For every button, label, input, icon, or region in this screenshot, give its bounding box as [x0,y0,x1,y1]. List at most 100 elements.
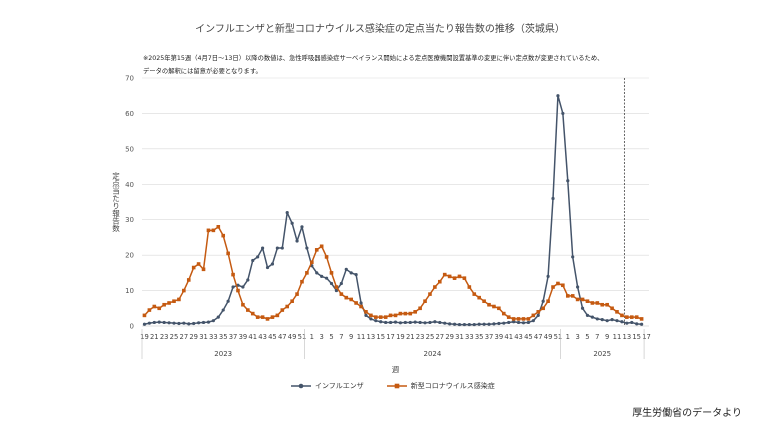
data-point-covid [152,304,157,309]
data-point-covid [186,278,191,282]
y-tick-label: 70 [125,75,134,83]
x-tick-label: 9 [605,333,609,341]
data-point-influenza [605,319,609,323]
x-tick-label: 41 [248,333,257,341]
data-point-influenza [167,321,171,325]
x-tick-label: 51 [554,333,563,341]
data-point-covid [590,301,595,305]
data-point-influenza [443,321,447,325]
x-tick-label: 25 [170,333,179,341]
data-point-influenza [448,322,452,326]
data-point-covid [354,301,358,305]
x-tick-label: 23 [416,333,425,341]
data-point-covid [497,306,501,311]
x-tick-label: 5 [585,333,589,341]
data-point-covid [521,317,526,321]
data-point-covid [575,297,580,302]
data-point-covid [383,315,388,319]
data-point-influenza [630,320,634,325]
data-point-covid [319,244,324,249]
data-point-influenza [162,320,166,325]
data-point-influenza [423,321,427,325]
data-point-covid [250,311,255,316]
data-point-covid [482,299,486,303]
x-tick-label: 5 [329,333,333,341]
data-point-influenza [635,322,639,326]
x-tick-label: 45 [524,333,533,341]
data-point-covid [526,317,531,321]
x-tick-label: 47 [534,333,543,341]
data-point-influenza [585,313,590,317]
data-point-influenza [610,318,614,322]
data-point-covid [625,315,629,319]
data-point-covid [467,285,472,289]
y-tick-label: 40 [125,181,134,189]
x-tick-label: 49 [544,333,553,341]
data-point-covid [472,292,477,296]
data-point-influenza [344,267,348,271]
data-point-influenza [182,321,186,325]
data-point-influenza [413,320,417,324]
data-point-covid [275,313,280,318]
data-point-influenza [576,285,580,289]
legend-label-covid: 新型コロナウイルス感染症 [410,382,495,390]
data-point-covid [314,248,319,252]
data-point-covid [506,315,511,319]
data-point-influenza [177,321,181,326]
x-tick-label: 39 [239,333,248,341]
y-tick-label: 30 [125,216,134,224]
data-point-influenza [600,318,604,322]
data-point-covid [393,313,398,318]
legend-item-influenza: インフルエンザ [290,381,364,391]
data-point-influenza [354,273,358,277]
data-point-covid [359,304,363,309]
data-point-influenza [197,321,201,325]
data-point-covid [418,306,422,311]
data-point-covid [428,292,432,296]
data-source-note: 厚生労働省のデータより [632,408,742,419]
data-point-influenza [142,322,147,326]
data-point-influenza [211,319,215,323]
year-label-2025: 2025 [593,350,611,358]
data-point-influenza [492,322,496,326]
data-point-covid [629,315,634,319]
x-tick-label: 27 [435,333,444,341]
legend-swatch-influenza [291,383,311,389]
legend-item-covid: 新型コロナウイルス感染症 [386,381,495,391]
data-point-influenza [477,322,481,326]
data-point-influenza [571,255,575,259]
data-point-covid [285,304,290,309]
data-point-influenza [280,246,284,250]
data-point-influenza [201,320,206,325]
data-point-covid [339,292,344,296]
y-tick-label: 0 [130,323,134,331]
data-point-influenza [625,321,629,325]
x-tick-label: 27 [180,333,189,341]
data-point-influenza [580,306,585,310]
data-point-influenza [339,281,343,286]
data-point-covid [216,225,221,229]
data-point-influenza [256,255,260,259]
data-point-influenza [536,313,540,317]
year-label-2023: 2023 [214,350,232,358]
x-tick-label: 3 [320,333,324,341]
data-point-influenza [526,320,531,325]
data-point-influenza [270,262,275,266]
data-point-influenza [388,320,393,325]
data-point-influenza [516,320,521,325]
data-point-covid [344,295,349,300]
data-point-influenza [305,246,309,250]
data-point-covid [167,301,171,305]
data-point-influenza [640,322,644,326]
legend-swatch-covid [386,383,407,389]
data-point-covid [255,315,260,319]
data-point-covid [231,272,235,277]
data-point-influenza [265,265,270,270]
x-tick-label: 15 [632,333,641,341]
data-point-covid [349,297,353,302]
data-point-covid [334,285,339,289]
data-point-covid [580,297,585,302]
data-point-covid [413,310,417,314]
data-point-influenza [433,320,437,324]
y-tick-label: 50 [125,145,134,153]
